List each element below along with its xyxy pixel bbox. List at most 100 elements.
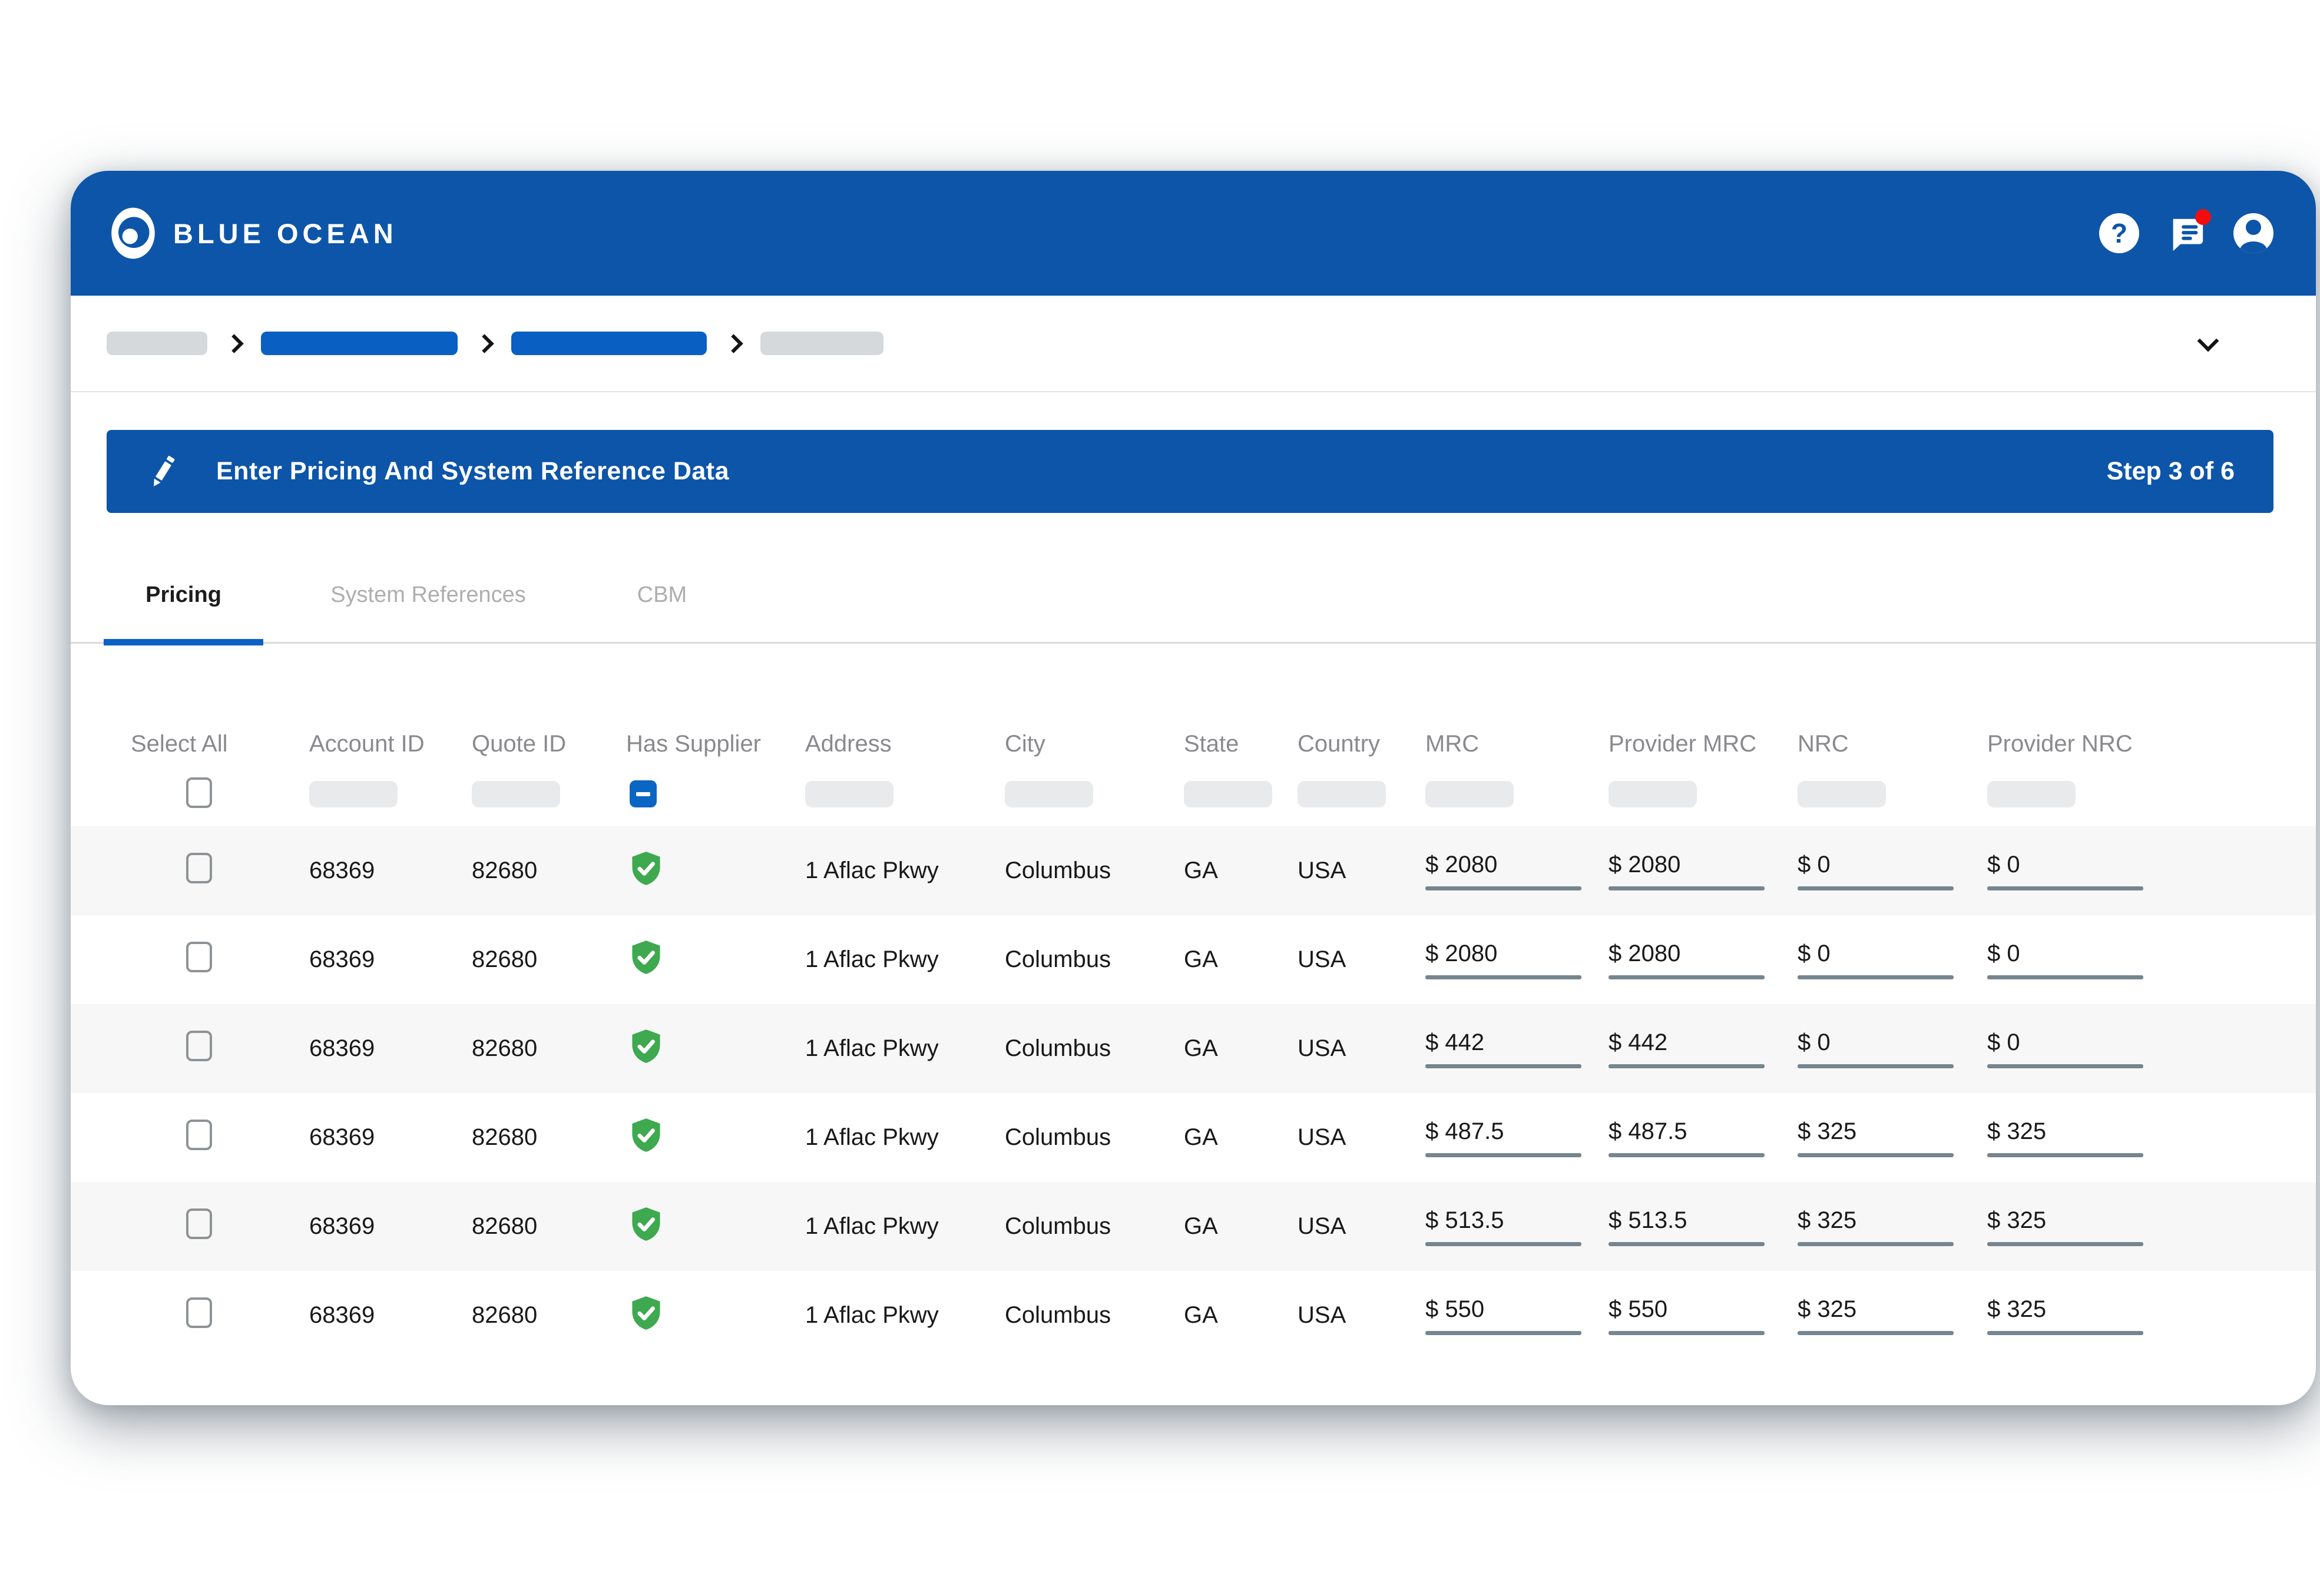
mrc-input[interactable]: $ 2080 (1425, 941, 1581, 979)
chat-button[interactable] (2166, 209, 2211, 253)
state-cell: GA (1184, 946, 1218, 972)
has-supplier-filter-checkbox[interactable] (630, 780, 657, 807)
address-cell: 1 Aflac Pkwy (805, 946, 939, 972)
input-underline (1425, 1153, 1581, 1157)
country-filter[interactable] (1298, 780, 1386, 807)
nrc-filter[interactable] (1798, 780, 1886, 807)
provider-nrc-input[interactable]: $ 325 (1987, 1207, 2143, 1246)
mrc-input[interactable]: $ 442 (1425, 1029, 1581, 1068)
breadcrumb-pill[interactable] (760, 332, 883, 355)
provider-mrc-filter[interactable] (1609, 780, 1697, 807)
state-cell: GA (1184, 1035, 1218, 1061)
city-cell: Columbus (1005, 1213, 1111, 1239)
breadcrumb-pill[interactable] (511, 332, 707, 355)
input-underline (1987, 1153, 2143, 1157)
provider-nrc-input[interactable]: $ 325 (1987, 1118, 2143, 1157)
country-cell: USA (1298, 946, 1346, 972)
input-underline (1798, 1064, 1954, 1068)
tab-system-references[interactable]: System References (330, 582, 526, 607)
provider-mrc-input[interactable]: $ 487.5 (1609, 1118, 1765, 1157)
chevron-down-icon[interactable] (2197, 330, 2219, 352)
provider-mrc-input[interactable]: $ 2080 (1609, 941, 1765, 979)
breadcrumb-pill[interactable] (107, 332, 207, 355)
breadcrumb-pill[interactable] (261, 332, 458, 355)
table-row: 68369 82680 1 Aflac Pkwy Columbus GA USA… (71, 1182, 2316, 1271)
input-underline (1425, 1241, 1581, 1246)
tab-cbm[interactable]: CBM (637, 582, 687, 607)
input-underline (1609, 1241, 1765, 1246)
nrc-input[interactable]: $ 0 (1798, 852, 1954, 890)
row-checkbox[interactable] (186, 941, 212, 972)
app-header: BLUE OCEAN ? (71, 171, 2316, 296)
input-underline (1609, 1330, 1765, 1335)
quote-id-filter[interactable] (472, 780, 560, 807)
provider-nrc-filter[interactable] (1987, 780, 2076, 807)
input-underline (1425, 886, 1581, 890)
nrc-input[interactable]: $ 325 (1798, 1296, 1954, 1335)
row-checkbox[interactable] (186, 1030, 212, 1061)
mrc-input[interactable]: $ 487.5 (1425, 1118, 1581, 1157)
account-id-filter[interactable] (309, 780, 398, 807)
row-checkbox[interactable] (186, 1208, 212, 1239)
city-cell: Columbus (1005, 857, 1111, 883)
tab-bar: Pricing System References CBM (71, 513, 2316, 645)
address-filter[interactable] (805, 780, 893, 807)
nrc-input[interactable]: $ 0 (1798, 941, 1954, 979)
input-underline (1987, 886, 2143, 890)
table-row: 68369 82680 1 Aflac Pkwy Columbus GA USA… (71, 1271, 2316, 1360)
state-filter[interactable] (1184, 780, 1272, 807)
step-banner: Enter Pricing And System Reference Data … (107, 430, 2273, 513)
provider-nrc-input[interactable]: $ 0 (1987, 941, 2143, 979)
mrc-input[interactable]: $ 513.5 (1425, 1207, 1581, 1246)
provider-mrc-input[interactable]: $ 550 (1609, 1296, 1765, 1335)
mrc-input[interactable]: $ 550 (1425, 1296, 1581, 1335)
shield-check-icon (631, 1295, 661, 1330)
select-all-checkbox[interactable] (186, 777, 212, 808)
column-header-select-all: Select All (131, 730, 228, 757)
quote-id-cell: 82680 (472, 1124, 538, 1150)
quote-id-cell: 82680 (472, 946, 538, 972)
quote-id-cell: 82680 (472, 1213, 538, 1239)
address-cell: 1 Aflac Pkwy (805, 1124, 939, 1150)
column-header-address: Address (805, 730, 892, 757)
input-underline (1609, 975, 1765, 979)
provider-mrc-input[interactable]: $ 442 (1609, 1029, 1765, 1068)
table-header-row: Select All Account ID Quote ID Has Suppl… (71, 726, 2316, 761)
row-checkbox[interactable] (186, 1119, 212, 1150)
chevron-right-icon (724, 333, 743, 353)
column-header-provider-nrc: Provider NRC (1987, 730, 2133, 757)
state-cell: GA (1184, 857, 1218, 883)
provider-mrc-input[interactable]: $ 2080 (1609, 852, 1765, 890)
tab-pricing[interactable]: Pricing (104, 548, 263, 645)
account-id-cell: 68369 (309, 857, 375, 883)
quote-id-cell: 82680 (472, 1035, 538, 1061)
input-underline (1987, 1064, 2143, 1068)
shield-check-icon (631, 939, 661, 975)
row-checkbox[interactable] (186, 852, 212, 883)
provider-nrc-input[interactable]: $ 0 (1987, 1029, 2143, 1068)
account-button[interactable] (2233, 213, 2273, 253)
country-cell: USA (1298, 857, 1346, 883)
notification-dot (2195, 209, 2211, 225)
table-row: 68369 82680 1 Aflac Pkwy Columbus GA USA… (71, 826, 2316, 915)
provider-nrc-input[interactable]: $ 325 (1987, 1296, 2143, 1335)
nrc-input[interactable]: $ 0 (1798, 1029, 1954, 1068)
input-underline (1798, 975, 1954, 979)
nrc-input[interactable]: $ 325 (1798, 1207, 1954, 1246)
provider-mrc-input[interactable]: $ 513.5 (1609, 1207, 1765, 1246)
row-checkbox[interactable] (186, 1297, 212, 1328)
provider-nrc-input[interactable]: $ 0 (1987, 852, 2143, 890)
column-header-provider-mrc: Provider MRC (1609, 730, 1757, 757)
user-account-icon (2233, 213, 2273, 253)
mrc-input[interactable]: $ 2080 (1425, 852, 1581, 890)
mrc-filter[interactable] (1425, 780, 1514, 807)
account-id-cell: 68369 (309, 1213, 375, 1239)
state-cell: GA (1184, 1302, 1218, 1328)
city-filter[interactable] (1005, 780, 1093, 807)
city-cell: Columbus (1005, 1035, 1111, 1061)
table-row: 68369 82680 1 Aflac Pkwy Columbus GA USA… (71, 915, 2316, 1004)
help-button[interactable]: ? (2099, 213, 2139, 253)
input-underline (1798, 1330, 1954, 1335)
input-underline (1425, 1064, 1581, 1068)
nrc-input[interactable]: $ 325 (1798, 1118, 1954, 1157)
